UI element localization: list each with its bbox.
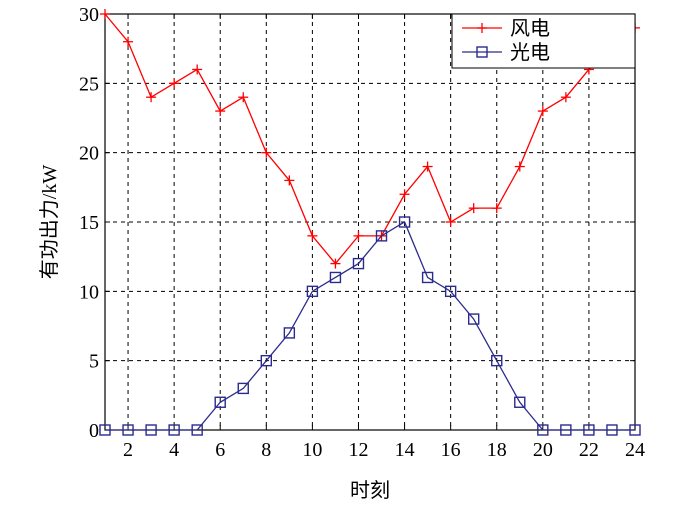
- data-point-solar: [352, 257, 365, 270]
- data-point-wind: [123, 36, 134, 47]
- data-point-wind: [330, 258, 341, 269]
- data-point-solar: [444, 285, 457, 298]
- series: [99, 9, 641, 436]
- data-point-solar: [491, 354, 503, 367]
- legend-marker-wind: [477, 23, 487, 33]
- data-point-solar: [122, 424, 134, 436]
- data-point-solar: [398, 216, 411, 228]
- data-point-solar: [467, 313, 480, 325]
- data-point-solar: [375, 230, 388, 242]
- x-tick-label: 16: [441, 439, 461, 461]
- data-point-wind: [445, 217, 456, 227]
- legend-label-wind: 风电: [510, 17, 550, 40]
- x-axis-label: 时刻: [350, 479, 390, 502]
- data-point-solar: [560, 424, 572, 436]
- x-tick-label: 8: [261, 439, 271, 461]
- data-point-solar: [537, 424, 549, 436]
- data-point-wind: [192, 64, 203, 75]
- data-point-wind: [422, 161, 433, 172]
- x-tick-label: 12: [348, 439, 368, 461]
- data-point-wind: [215, 106, 226, 117]
- data-point-wind: [146, 92, 157, 103]
- data-point-solar: [629, 424, 641, 436]
- data-point-wind: [491, 203, 502, 214]
- x-tick-label: 6: [215, 439, 225, 461]
- data-point-wind: [100, 9, 110, 19]
- series-line-solar: [105, 221, 635, 431]
- y-tick-label: 10: [79, 281, 99, 303]
- legend-marker-solar: [476, 46, 488, 58]
- data-point-solar: [214, 396, 226, 408]
- data-point-solar: [421, 271, 434, 284]
- x-tick-label: 22: [579, 439, 599, 461]
- data-point-solar: [237, 382, 249, 395]
- x-tick-label: 2: [123, 439, 133, 461]
- data-point-solar: [191, 424, 203, 436]
- y-tick-label: 5: [89, 351, 99, 373]
- data-point-solar: [583, 424, 595, 436]
- x-tick-label: 24: [625, 439, 645, 461]
- data-point-wind: [537, 106, 548, 117]
- data-point-wind: [307, 230, 318, 241]
- data-point-wind: [560, 92, 571, 103]
- data-point-solar: [99, 424, 111, 436]
- data-point-wind: [468, 203, 479, 214]
- y-tick-label: 20: [79, 143, 99, 165]
- data-point-wind: [261, 147, 272, 158]
- series-line-wind: [104, 13, 636, 265]
- y-tick-label: 0: [89, 420, 99, 442]
- x-tick-label: 18: [487, 439, 507, 461]
- data-point-solar: [606, 424, 618, 436]
- x-tick-label: 4: [169, 439, 179, 461]
- data-point-solar: [145, 424, 157, 436]
- y-tick-label: 30: [79, 4, 99, 26]
- y-tick-label: 15: [79, 212, 99, 234]
- y-axis-label: 有功出力/kW: [38, 165, 61, 280]
- data-point-solar: [329, 271, 342, 284]
- data-point-wind: [514, 161, 525, 172]
- data-point-solar: [514, 396, 526, 408]
- data-point-solar: [306, 285, 319, 298]
- legend-label-solar: 光电: [510, 41, 550, 64]
- y-tick-label: 25: [79, 73, 99, 95]
- x-tick-label: 10: [302, 439, 322, 461]
- data-point-wind: [169, 78, 180, 89]
- data-point-solar: [283, 327, 296, 339]
- data-point-solar: [168, 424, 180, 436]
- data-point-wind: [284, 175, 295, 186]
- x-tick-label: 14: [395, 439, 415, 461]
- data-point-wind: [399, 189, 410, 200]
- data-point-wind: [353, 230, 364, 241]
- grid: [105, 14, 635, 430]
- data-point-wind: [238, 92, 249, 103]
- data-point-solar: [260, 354, 273, 367]
- x-tick-label: 20: [533, 439, 553, 461]
